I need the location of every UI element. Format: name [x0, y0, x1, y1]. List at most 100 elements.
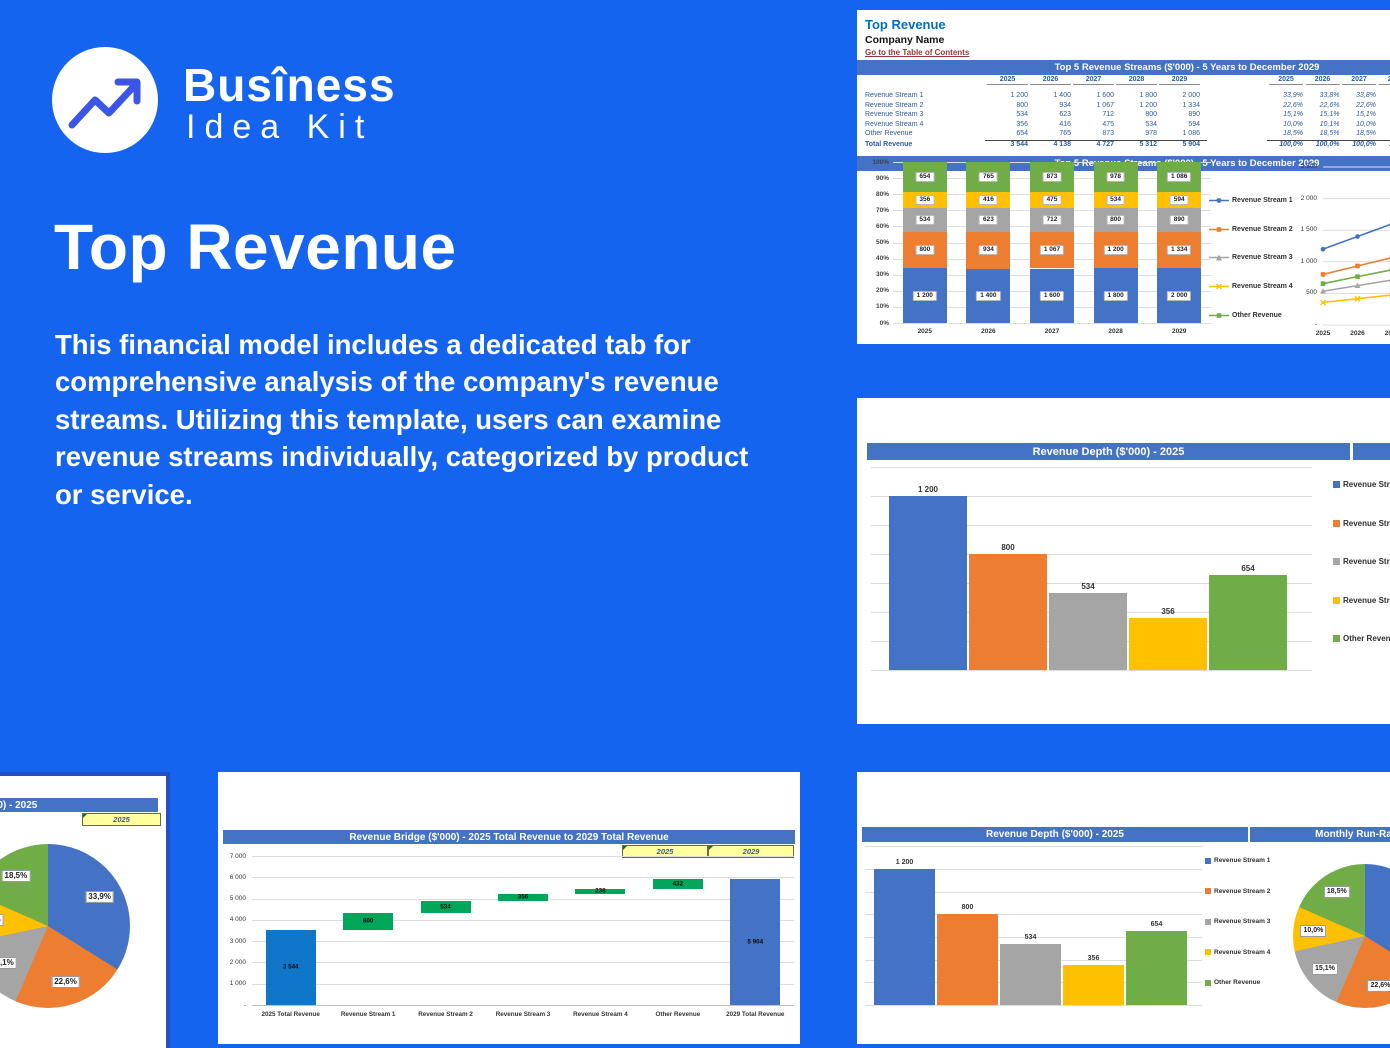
legend-item: Revenue Stream 1 [1209, 196, 1293, 205]
cell-value: 890 [1159, 111, 1200, 118]
pie-slice-label: 22,6% [51, 976, 80, 988]
cell-value: 5 312 [1116, 141, 1157, 148]
x-axis-label: 2027 [1385, 330, 1390, 337]
x-axis-label: Revenue Stream 3 [484, 1011, 561, 1018]
legend-swatch [1333, 635, 1340, 642]
y-axis-tick: - [1291, 321, 1317, 328]
segment-label: 534 [1106, 195, 1125, 205]
pie-slice-label: 15,1% [1312, 963, 1338, 975]
row-label: Revenue Stream 4 [865, 121, 985, 128]
cell-pct: 100,0% [1269, 141, 1303, 148]
cell-value: 1 200 [1116, 102, 1157, 109]
pie-slice-label: 10,0% [0, 914, 4, 926]
x-axis-label: 2027 [1045, 328, 1059, 335]
run-rate-pie-chart: 33,9%22,6%15,1%10,0%18,5% [0, 776, 166, 1048]
y-axis-tick: 100% [863, 159, 889, 166]
y-axis-tick: 500 [1291, 289, 1317, 296]
legend-swatch [1333, 597, 1340, 604]
line-plot [1297, 158, 1390, 344]
y-axis-tick: 20% [863, 287, 889, 294]
legend-item: Revenue Stream 2 [1333, 519, 1390, 528]
cell-pct: 22,6% [1306, 102, 1340, 109]
cell-value: 1 334 [1159, 102, 1200, 109]
year-header: 2027 [1073, 76, 1114, 85]
pie-slice-label: 22,6% [1367, 980, 1390, 992]
cell-value: 356 [987, 121, 1028, 128]
revenue-table: 202520262027202820292025202620272028Reve… [857, 10, 1390, 155]
pie-slice-label: 18,5% [2, 870, 31, 882]
cell-value: 1 600 [1073, 92, 1114, 99]
y-axis-tick: 40% [863, 255, 889, 262]
brand-subname: Idea Kit [186, 108, 373, 147]
row-label: Other Revenue [865, 130, 985, 137]
depth-runrate-panel: Revenue Depth ($'000) - 2025 Monthly Run… [857, 772, 1390, 1044]
gridline [252, 984, 794, 985]
y-axis-tick: 10% [863, 303, 889, 310]
cell-value: 800 [1116, 111, 1157, 118]
y-axis-tick: 0% [863, 320, 889, 327]
cell-value: 623 [1030, 111, 1071, 118]
cell-value: 1 200 [987, 92, 1028, 99]
cell-pct: 15,1% [1379, 111, 1390, 118]
pct-year-header: 2027 [1342, 76, 1376, 85]
cell-value: 416 [1030, 121, 1071, 128]
legend-item: Revenue Stream 1 [1333, 480, 1390, 489]
cell-value: 534 [987, 111, 1028, 118]
cell-pct: 18,5% [1269, 130, 1303, 137]
legend-label: Other Revenue [1232, 312, 1282, 319]
cell-value: 1 067 [1073, 102, 1114, 109]
cell-value: 1 800 [1116, 92, 1157, 99]
legend-item: Revenue Stream 4 [1209, 282, 1293, 291]
segment-label: 2 000 [1167, 291, 1191, 301]
cell-value: 978 [1116, 130, 1157, 137]
cell-pct: 33,8% [1306, 92, 1340, 99]
segment-label: 356 [915, 195, 934, 205]
segment-label: 594 [1170, 195, 1189, 205]
bar-value-label: 800 [363, 918, 374, 925]
x-axis-label: 2026 [981, 328, 995, 335]
cell-value: 654 [987, 130, 1028, 137]
cell-value: 765 [1030, 130, 1071, 137]
pie-slice-label: 15,1% [0, 957, 17, 969]
cell-value: 1 400 [1030, 92, 1071, 99]
legend-label: Revenue Stream 2 [1232, 226, 1293, 233]
x-axis-label: Revenue Stream 1 [329, 1011, 406, 1018]
bar-value-label: 3 544 [283, 964, 299, 971]
cell-pct: 33,8% [1379, 92, 1390, 99]
legend-item: Other Revenue [1333, 634, 1390, 643]
legend-label: Revenue Stream 1 [1232, 197, 1293, 204]
bar-value-label: 356 [518, 894, 529, 901]
x-axis-label: 2025 [918, 328, 932, 335]
page-title: Top Revenue [54, 210, 457, 284]
depth-legend: Revenue Stream 1 Revenue Stream 2Revenue … [857, 398, 1390, 724]
y-axis-tick: 3 000 [218, 938, 246, 945]
cell-pct: 22,6% [1379, 102, 1390, 109]
gridline [252, 962, 794, 963]
cell-pct: 22,6% [1342, 102, 1376, 109]
x-axis-label: 2025 [1316, 330, 1330, 337]
year-header: 2029 [1159, 76, 1200, 85]
x-axis-label: 2026 [1350, 330, 1364, 337]
row-label: Revenue Stream 2 [865, 102, 985, 109]
y-axis-tick: 4 000 [218, 916, 246, 923]
cell-pct: 100,0% [1342, 141, 1376, 148]
bar-value-label: 534 [440, 903, 451, 910]
pie-slice-label: 18,5% [1324, 886, 1350, 898]
y-axis-tick: 1 000 [1291, 258, 1317, 265]
cell-pct: 10,0% [1342, 121, 1376, 128]
legend-item: Other Revenue [1209, 311, 1282, 320]
segment-label: 416 [979, 195, 998, 205]
y-axis-tick: - [218, 1002, 246, 1009]
cell-value: 3 544 [987, 141, 1028, 148]
cell-value: 934 [1030, 102, 1071, 109]
gridline [252, 856, 794, 857]
gridline [252, 877, 794, 878]
cell-pct: 33,9% [1269, 92, 1303, 99]
bar-value-label: 238 [595, 888, 606, 895]
legend-label: Other Revenue [1343, 634, 1390, 643]
y-axis-tick: 30% [863, 271, 889, 278]
